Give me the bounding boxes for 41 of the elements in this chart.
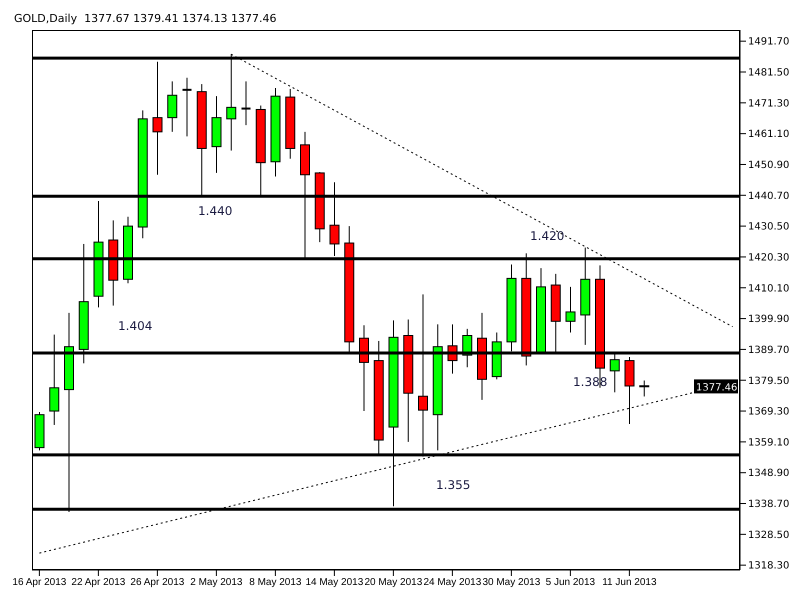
x-tick-label: 22 Apr 2013 <box>71 577 126 588</box>
y-tick-label: 1410.10 <box>748 283 790 294</box>
x-tick-label: 24 May 2013 <box>423 577 482 588</box>
x-tick-label: 2 May 2013 <box>190 577 243 588</box>
y-tick-label: 1348.90 <box>748 468 790 480</box>
annotation: 1.404 <box>118 319 152 333</box>
y-tick-label: 1379.50 <box>748 376 790 387</box>
annotation: 1.420 <box>530 229 564 243</box>
y-tick-label: 1471.30 <box>748 98 790 110</box>
y-tick-label: 1461.10 <box>748 129 790 140</box>
x-tick-label: 14 May 2013 <box>305 577 364 588</box>
y-tick-label: 1389.70 <box>748 344 790 356</box>
y-tick-label: 1491.70 <box>748 36 790 48</box>
candlestick <box>240 80 252 126</box>
x-tick-label: 26 Apr 2013 <box>130 577 185 588</box>
y-tick-label: 1318.30 <box>748 560 790 572</box>
y-tick-label: 1450.90 <box>748 160 790 172</box>
x-tick-label: 5 Jun 2013 <box>546 577 596 588</box>
candlestick <box>152 61 162 176</box>
y-tick-label: 1481.50 <box>748 68 790 79</box>
y-tick-label: 1399.90 <box>748 314 790 326</box>
candlestick <box>182 77 192 137</box>
annotation: 1.355 <box>436 478 470 492</box>
x-tick-label: 11 Jun 2013 <box>602 577 657 588</box>
candlestick <box>167 80 178 132</box>
annotation: 1377.46 <box>696 382 738 394</box>
y-tick-label: 1338.70 <box>748 499 790 510</box>
annotation: 1.440 <box>198 204 232 218</box>
y-tick-label: 1430.50 <box>748 222 790 233</box>
y-tick-label: 1328.50 <box>748 530 790 541</box>
y-tick-label: 1369.30 <box>748 406 790 418</box>
chart-title: GOLD,Daily 1377.67 1379.41 1374.13 1377.46 <box>14 12 277 25</box>
y-tick-label: 1359.10 <box>748 437 790 448</box>
y-tick-label: 1440.70 <box>748 190 790 202</box>
x-tick-label: 20 May 2013 <box>364 577 423 588</box>
x-tick-label: 8 May 2013 <box>249 577 302 588</box>
candlestick <box>639 380 650 397</box>
candlestick <box>566 286 576 333</box>
x-tick-label: 30 May 2013 <box>482 577 541 588</box>
x-tick-label: 16 Apr 2013 <box>12 577 67 588</box>
y-tick-label: 1420.30 <box>748 252 790 264</box>
